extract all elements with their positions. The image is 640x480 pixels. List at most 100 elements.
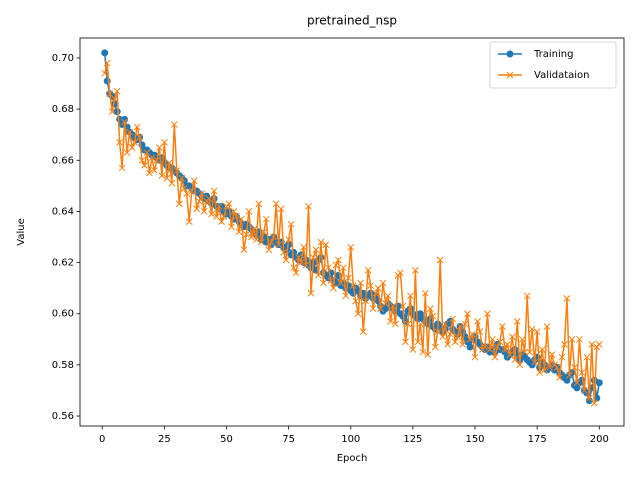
data-point [516, 361, 524, 369]
y-tick-label: 0.68 [52, 104, 74, 115]
y-tick-label: 0.66 [52, 155, 74, 166]
legend-label: Validataion [534, 70, 590, 81]
x-tick-label: 150 [465, 434, 484, 445]
data-point [367, 282, 374, 289]
data-point [280, 248, 288, 256]
y-tick-label: 0.56 [52, 411, 74, 422]
data-point [342, 292, 350, 300]
data-point [128, 144, 136, 151]
data-point [466, 343, 474, 351]
data-point [183, 190, 191, 197]
data-point [262, 215, 270, 223]
data-point [451, 338, 459, 346]
data-point [255, 200, 263, 208]
data-point [287, 220, 295, 228]
data-point [409, 346, 417, 353]
data-point [459, 341, 466, 348]
data-point [282, 256, 290, 264]
x-tick-label: 0 [99, 434, 105, 445]
data-point [270, 233, 278, 241]
data-point [238, 215, 245, 223]
data-point [156, 144, 163, 151]
data-point [344, 274, 352, 282]
data-point [327, 277, 335, 284]
data-point [103, 77, 111, 85]
legend-label: Training [533, 49, 573, 60]
data-point [461, 320, 469, 328]
data-point [205, 195, 213, 202]
data-point [347, 243, 355, 251]
data-point [178, 174, 186, 182]
data-point [481, 343, 489, 351]
data-point [421, 289, 429, 297]
data-point [131, 138, 138, 146]
data-point [431, 343, 439, 351]
data-point [190, 177, 198, 185]
chart-title: pretrained_nsp [307, 14, 397, 28]
data-point [230, 208, 238, 215]
data-point [486, 346, 494, 353]
data-point [138, 156, 146, 164]
data-point [330, 284, 337, 292]
data-point [158, 172, 166, 179]
data-point [334, 256, 342, 264]
data-point [193, 205, 201, 213]
data-point [243, 231, 250, 238]
data-point [168, 179, 176, 187]
data-point [292, 269, 300, 277]
x-tick-label: 25 [158, 434, 171, 445]
data-point [101, 69, 109, 77]
data-point [533, 328, 541, 335]
data-point [161, 138, 168, 146]
data-point [133, 123, 141, 131]
data-point [218, 218, 225, 225]
y-tick-label: 0.60 [52, 309, 74, 320]
data-point [188, 187, 196, 195]
legend-marker [506, 71, 514, 79]
plot-frame [79, 37, 625, 427]
data-point [108, 108, 116, 116]
data-point [399, 302, 407, 310]
data-point [528, 325, 536, 333]
y-tick-label: 0.58 [52, 360, 74, 371]
data-point [444, 341, 452, 348]
data-point [404, 320, 412, 328]
data-point [208, 210, 215, 218]
data-point [165, 159, 173, 167]
data-point [265, 246, 273, 254]
x-tick-label: 175 [528, 434, 547, 445]
data-point [357, 279, 365, 287]
data-point [143, 149, 151, 156]
data-point [250, 225, 258, 233]
data-point [471, 353, 479, 361]
data-point [121, 115, 129, 123]
data-point [260, 228, 268, 236]
data-point [491, 353, 499, 361]
data-point [581, 387, 588, 394]
data-point [369, 305, 377, 312]
data-point [362, 297, 370, 305]
data-point [317, 238, 325, 246]
data-point [175, 200, 183, 208]
data-point [583, 353, 591, 361]
data-point [310, 254, 317, 261]
data-point [315, 271, 322, 279]
data-point [513, 318, 521, 325]
data-point [476, 328, 484, 335]
data-point [588, 341, 596, 348]
data-point [123, 149, 131, 156]
data-point [170, 121, 178, 128]
data-point [240, 246, 248, 254]
data-point [195, 197, 203, 205]
data-point [521, 348, 529, 356]
data-point [518, 335, 526, 343]
data-point [566, 371, 573, 379]
data-point [372, 289, 379, 297]
data-point [439, 333, 447, 341]
data-point [563, 295, 571, 302]
data-point [546, 364, 553, 371]
x-tick-label: 125 [403, 434, 422, 445]
data-point [118, 164, 126, 172]
data-point [426, 305, 434, 312]
